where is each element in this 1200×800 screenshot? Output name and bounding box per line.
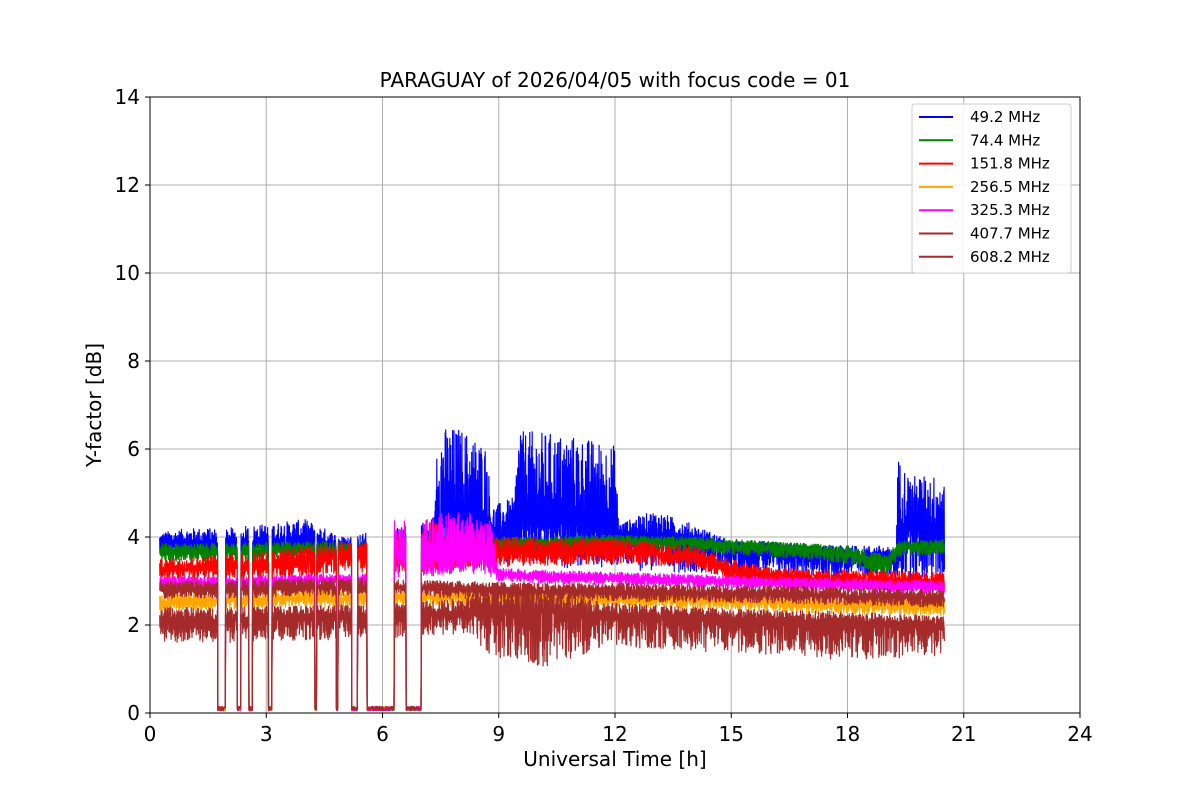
series-line [159, 578, 945, 712]
x-tick-label: 9 [492, 722, 505, 746]
legend-label: 608.2 MHz [970, 248, 1050, 266]
series-407-7-mhz [159, 578, 945, 712]
legend-label: 151.8 MHz [970, 155, 1050, 173]
y-tick-label: 12 [115, 173, 140, 197]
x-tick-label: 18 [835, 722, 860, 746]
x-tick-label: 15 [719, 722, 744, 746]
x-tick-label: 21 [951, 722, 976, 746]
legend-label: 256.5 MHz [970, 178, 1050, 196]
x-tick-label: 6 [376, 722, 389, 746]
legend-label: 49.2 MHz [970, 108, 1040, 126]
legend-label: 325.3 MHz [970, 201, 1050, 219]
series-325-3-mhz [159, 512, 945, 712]
series-74-4-mhz [159, 534, 945, 712]
legend: 49.2 MHz 74.4 MHz 151.8 MHz 256.5 MHz 32… [911, 103, 1072, 274]
x-axis-label: Universal Time [h] [523, 747, 706, 771]
series-line [159, 512, 945, 712]
y-axis-label: Y-factor [dB] [82, 343, 106, 468]
legend-box [911, 103, 1072, 274]
y-tick-label: 14 [115, 85, 140, 109]
series-layer [159, 429, 945, 712]
x-tick-label: 12 [602, 722, 627, 746]
series-line [159, 586, 945, 712]
chart-title: PARAGUAY of 2026/04/05 with focus code =… [380, 68, 851, 92]
x-tick-label: 24 [1067, 722, 1092, 746]
y-tick-label: 0 [127, 701, 140, 725]
series-608-2-mhz [159, 586, 945, 712]
legend-label: 407.7 MHz [970, 225, 1050, 243]
legend-label: 74.4 MHz [970, 131, 1040, 149]
y-tick-label: 6 [127, 437, 140, 461]
y-tick-label: 8 [127, 349, 140, 373]
x-tick-label: 0 [144, 722, 157, 746]
x-tick-label: 3 [260, 722, 273, 746]
series-line [159, 534, 945, 712]
y-tick-label: 10 [115, 261, 140, 285]
y-tick-label: 4 [127, 525, 140, 549]
y-tick-label: 2 [127, 613, 140, 637]
